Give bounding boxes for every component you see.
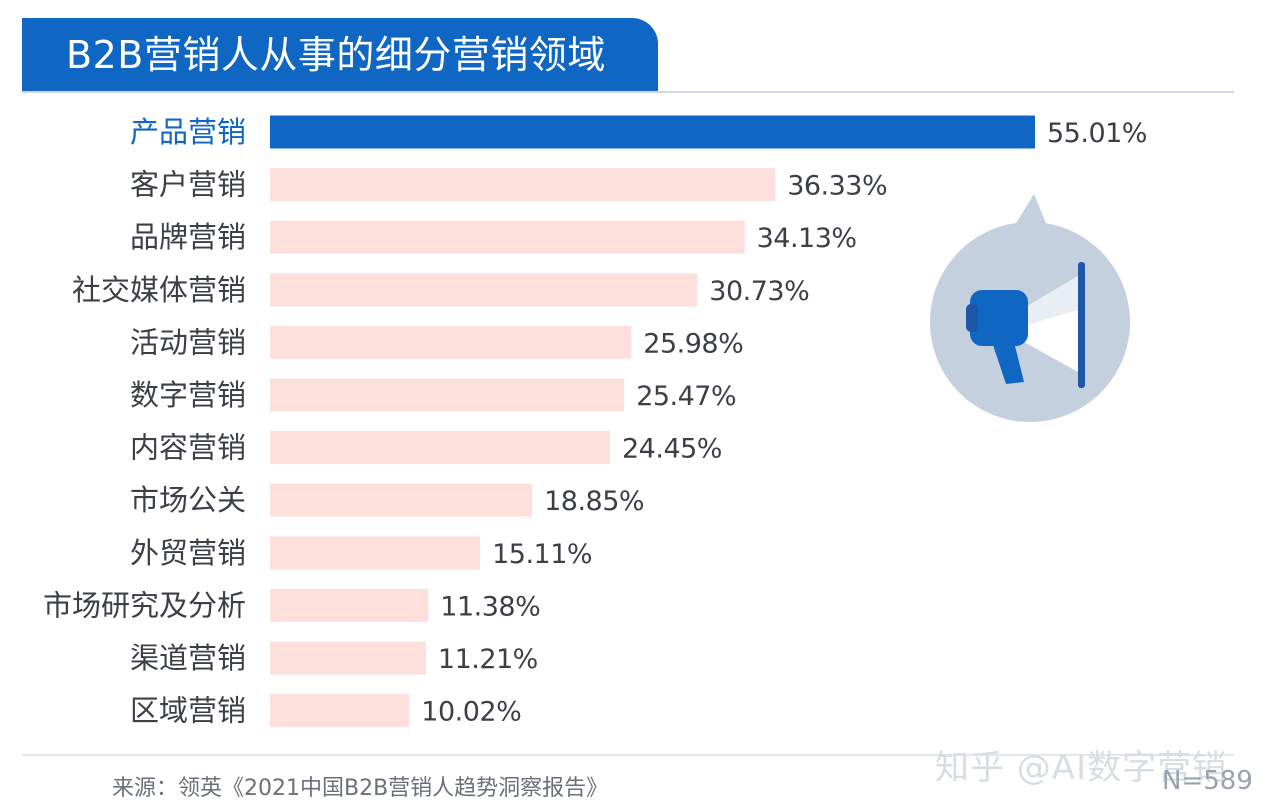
bar-6: [270, 431, 610, 465]
bar-5: [270, 378, 625, 412]
category-label-2: 品牌营销: [130, 220, 246, 254]
value-label-0: 55.01%: [1047, 118, 1147, 149]
chart-title: B2B营销人从事的细分营销领域: [22, 18, 658, 92]
bar-4: [270, 325, 632, 359]
category-label-1: 客户营销: [130, 168, 246, 202]
source-note: 来源：领英《2021中国B2B营销人趋势洞察报告》: [112, 776, 609, 801]
value-labels: 55.01% 36.33% 34.13% 30.73% 25.98% 25.47% 24.4…: [421, 118, 1147, 728]
value-label-5: 25.47%: [636, 381, 736, 412]
value-label-7: 18.85%: [544, 486, 644, 517]
watermark: 知乎 @AI数字营销: [935, 748, 1228, 788]
category-label-5: 数字营销: [130, 378, 246, 412]
value-label-4: 25.98%: [643, 328, 743, 359]
value-label-1: 36.33%: [787, 171, 887, 202]
category-label-11: 区域营销: [130, 694, 246, 728]
bar-8: [270, 536, 481, 570]
category-label-0: 产品营销: [130, 115, 246, 149]
category-label-10: 渠道营销: [130, 641, 246, 675]
value-label-10: 11.21%: [438, 644, 538, 675]
bar-3: [270, 273, 698, 307]
value-label-9: 11.38%: [440, 591, 540, 622]
category-labels: 产品营销客户营销品牌营销社交媒体营销活动营销数字营销内容营销市场公关外贸营销市场…: [43, 115, 246, 728]
value-label-8: 15.11%: [492, 539, 592, 570]
sample-size-label: N=589: [1162, 766, 1253, 796]
category-label-8: 外贸营销: [130, 536, 246, 570]
bar-9: [270, 588, 429, 622]
category-label-6: 内容营销: [130, 431, 246, 465]
title-divider: [22, 91, 1234, 93]
bar-0: [270, 115, 1035, 149]
category-label-9: 市场研究及分析: [43, 588, 246, 622]
category-label-7: 市场公关: [130, 483, 246, 517]
bar-1: [270, 168, 776, 202]
value-label-11: 10.02%: [421, 697, 521, 728]
bar-7: [270, 483, 533, 517]
category-label-4: 活动营销: [130, 325, 246, 359]
bar-10: [270, 641, 426, 675]
footer-divider: [22, 754, 1234, 756]
bars-layer: [270, 115, 1035, 728]
value-label-3: 30.73%: [709, 276, 809, 307]
value-label-6: 24.45%: [622, 434, 722, 465]
bar-11: [270, 694, 410, 728]
megaphone-icon: [930, 194, 1130, 422]
bar-2: [270, 220, 745, 254]
category-label-3: 社交媒体营销: [72, 273, 246, 307]
value-label-2: 34.13%: [757, 223, 857, 254]
